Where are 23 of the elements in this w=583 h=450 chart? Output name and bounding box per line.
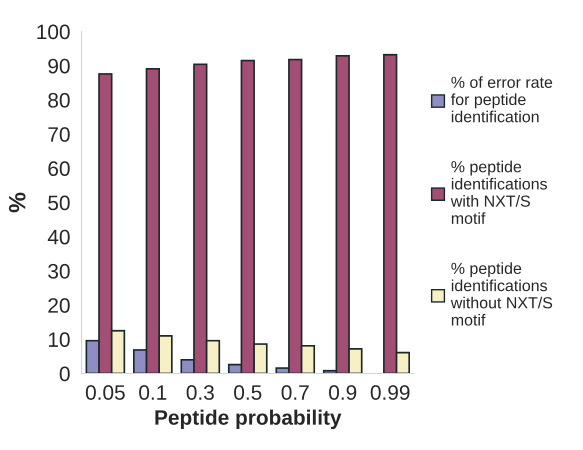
y-tick-label: 40 <box>48 230 70 244</box>
y-tick-label: 10 <box>48 332 70 348</box>
y-tick-label: 50 <box>48 196 70 210</box>
y-tick-label: 20 <box>48 298 70 313</box>
x-tick-label: 0.3 <box>186 385 214 400</box>
x-tick-label: 0.5 <box>234 385 262 400</box>
y-tick-label: 100 <box>37 24 70 40</box>
legend-label: % of error rate for peptide identification <box>451 76 552 122</box>
x-tick-label: 0.1 <box>139 385 166 400</box>
x-tick-label: 0.9 <box>329 385 356 400</box>
legend-label: % peptide identifications without NXT/S motif <box>450 262 552 326</box>
x-tick-label: 0.99 <box>370 385 410 400</box>
y-tick-label: 70 <box>48 127 70 142</box>
y-tick-label: 80 <box>48 92 70 108</box>
x-axis-title: Peptide probability <box>155 410 342 430</box>
y-tick-label: 0 <box>60 366 70 382</box>
x-tick-label: 0.05 <box>86 385 125 400</box>
y-tick-label: 30 <box>48 264 70 279</box>
x-tick-label: 0.7 <box>282 385 309 400</box>
y-tick-label: 90 <box>48 58 70 74</box>
y-tick-label: 60 <box>48 161 70 176</box>
y-axis-title: % <box>8 192 26 212</box>
legend-label: % peptide identifications with NXT/S motif <box>450 160 547 224</box>
